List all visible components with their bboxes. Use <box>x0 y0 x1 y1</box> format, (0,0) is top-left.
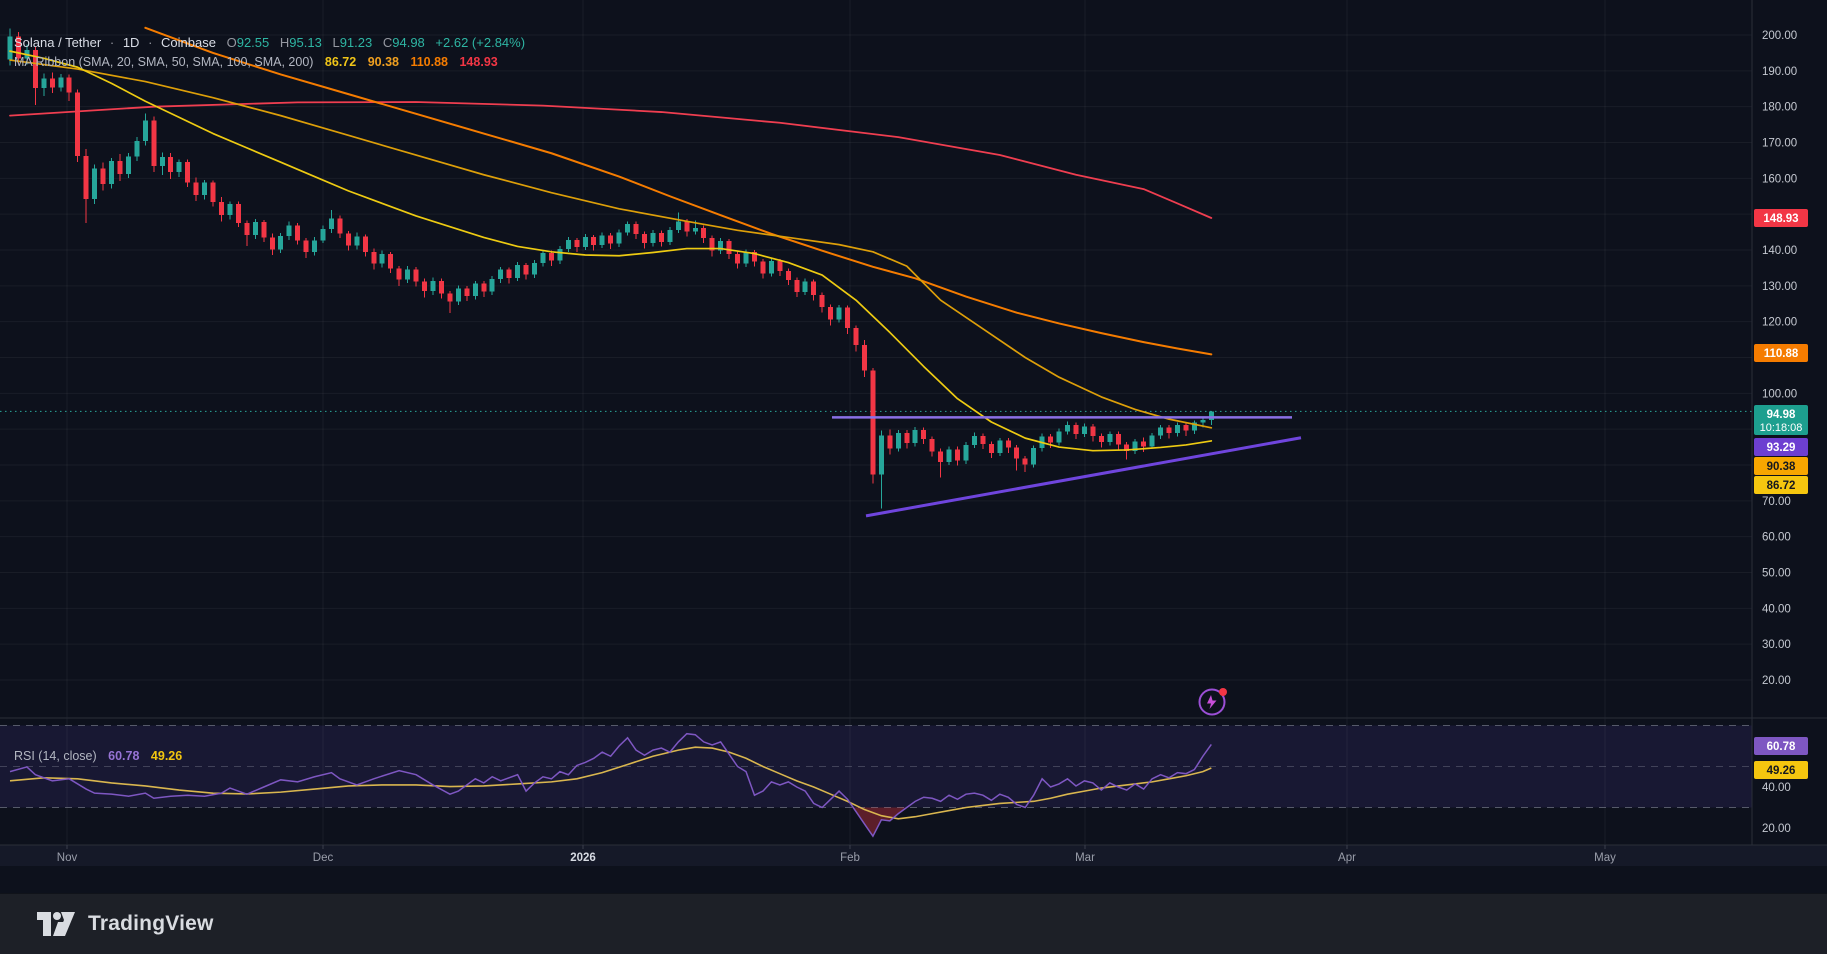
flash-events-icon[interactable] <box>1198 688 1228 716</box>
svg-text:May: May <box>1594 852 1616 864</box>
svg-text:40.00: 40.00 <box>1762 603 1791 615</box>
svg-text:148.93: 148.93 <box>1763 213 1798 225</box>
svg-text:60.78: 60.78 <box>1767 741 1796 753</box>
svg-text:2026: 2026 <box>570 852 596 864</box>
pane-separators[interactable] <box>0 0 1827 846</box>
chart-legend: Solana / Tether · 1D · Coinbase O92.55 H… <box>14 34 525 71</box>
symbol-row[interactable]: Solana / Tether · 1D · Coinbase O92.55 H… <box>14 34 525 52</box>
notification-dot <box>1219 688 1227 696</box>
svg-text:49.26: 49.26 <box>1767 765 1796 777</box>
rsi-ma-line <box>9 746 1212 820</box>
interval-label[interactable]: 1D <box>122 35 140 50</box>
svg-text:70.00: 70.00 <box>1762 496 1791 508</box>
svg-text:40.00: 40.00 <box>1762 782 1791 794</box>
low-value: 91.23 <box>339 35 373 50</box>
svg-text:Mar: Mar <box>1075 852 1095 864</box>
svg-text:160.00: 160.00 <box>1762 173 1797 185</box>
grid-lines <box>0 0 1752 845</box>
footer-bar: TradingView <box>0 893 1827 954</box>
sma200-value: 148.93 <box>459 55 498 69</box>
high-value: 95.13 <box>289 35 322 50</box>
svg-text:Feb: Feb <box>840 852 860 864</box>
svg-text:200.00: 200.00 <box>1762 30 1797 42</box>
close-label: C <box>382 35 393 50</box>
svg-text:20.00: 20.00 <box>1762 823 1791 835</box>
svg-text:Dec: Dec <box>313 852 334 864</box>
svg-text:170.00: 170.00 <box>1762 137 1797 149</box>
svg-text:60.00: 60.00 <box>1762 532 1791 544</box>
svg-text:110.88: 110.88 <box>1764 348 1799 360</box>
svg-text:93.29: 93.29 <box>1767 442 1796 454</box>
svg-text:94.98: 94.98 <box>1767 409 1796 421</box>
open-value: 92.55 <box>236 35 270 50</box>
price-badge: 86.72 <box>1754 476 1808 494</box>
exchange-label: Coinbase <box>161 35 216 50</box>
open-label: O <box>226 35 237 50</box>
separator: · <box>148 35 153 50</box>
high-label: H <box>279 35 290 50</box>
rsi-line <box>9 732 1212 838</box>
price-chart[interactable]: 200.00 190.00 180.00 170.00 160.00 140.00 130.… <box>0 0 1827 866</box>
ma-ribbon-row[interactable]: MA Ribbon (SMA, 20, SMA, 50, SMA, 100, S… <box>14 53 525 71</box>
price-badge: 90.38 <box>1754 457 1808 475</box>
svg-text:120.00: 120.00 <box>1762 317 1797 329</box>
rsi-label[interactable]: RSI (14, close) <box>14 749 97 763</box>
svg-text:Nov: Nov <box>57 852 78 864</box>
sma200-line <box>9 101 1213 219</box>
rsi-legend-row[interactable]: RSI (14, close) 60.78 49.26 <box>14 749 182 763</box>
rsi-pane-lines <box>9 732 1212 838</box>
ascending-support-trendline[interactable] <box>865 436 1302 518</box>
svg-text:140.00: 140.00 <box>1762 245 1797 257</box>
svg-text:190.00: 190.00 <box>1762 66 1797 78</box>
price-badge: 110.88 <box>1754 344 1808 362</box>
rsi-ma-value: 49.26 <box>150 749 183 763</box>
separator: · <box>109 35 115 50</box>
close-value: 94.98 <box>392 35 425 50</box>
svg-text:30.00: 30.00 <box>1762 639 1791 651</box>
tradingview-logo-icon[interactable] <box>36 908 76 940</box>
sma50-value: 90.38 <box>367 55 399 69</box>
tradingview-logo-text[interactable]: TradingView <box>88 912 214 935</box>
sma100-line <box>144 26 1213 356</box>
price-axis[interactable]: 200.00 190.00 180.00 170.00 160.00 140.00 130.… <box>1762 30 1797 835</box>
sma100-value: 110.88 <box>410 55 448 69</box>
sma20-line <box>9 50 1213 452</box>
trendlines[interactable] <box>832 416 1302 518</box>
svg-text:130.00: 130.00 <box>1762 281 1797 293</box>
svg-text:50.00: 50.00 <box>1762 567 1791 579</box>
svg-text:Apr: Apr <box>1338 852 1356 864</box>
rsi-value: 60.78 <box>108 749 140 763</box>
svg-text:20.00: 20.00 <box>1762 675 1791 687</box>
rsi-band <box>0 725 1752 808</box>
rsi-level-lines <box>0 725 1752 808</box>
symbol-name[interactable]: Solana / Tether <box>14 35 102 50</box>
svg-text:90.38: 90.38 <box>1767 461 1796 473</box>
change-value: +2.62 (+2.84%) <box>435 35 526 50</box>
ma-ribbon-label[interactable]: MA Ribbon (SMA, 20, SMA, 50, SMA, 100, S… <box>14 55 314 69</box>
svg-text:86.72: 86.72 <box>1767 480 1796 492</box>
price-badge: 60.78 <box>1754 737 1808 755</box>
time-axis[interactable]: Nov Dec 2026 Feb Mar Apr May <box>57 845 1616 864</box>
low-label: L <box>332 35 340 50</box>
sma20-value: 86.72 <box>324 55 357 69</box>
candles-layer <box>7 28 1214 509</box>
svg-text:180.00: 180.00 <box>1762 102 1797 114</box>
price-badge: 148.93 <box>1754 209 1808 227</box>
price-badge: 93.29 <box>1754 438 1808 456</box>
price-badge: 49.26 <box>1754 761 1808 779</box>
svg-text:10:18:08: 10:18:08 <box>1760 422 1803 434</box>
svg-text:100.00: 100.00 <box>1762 388 1797 400</box>
sma50-line <box>9 59 1213 429</box>
